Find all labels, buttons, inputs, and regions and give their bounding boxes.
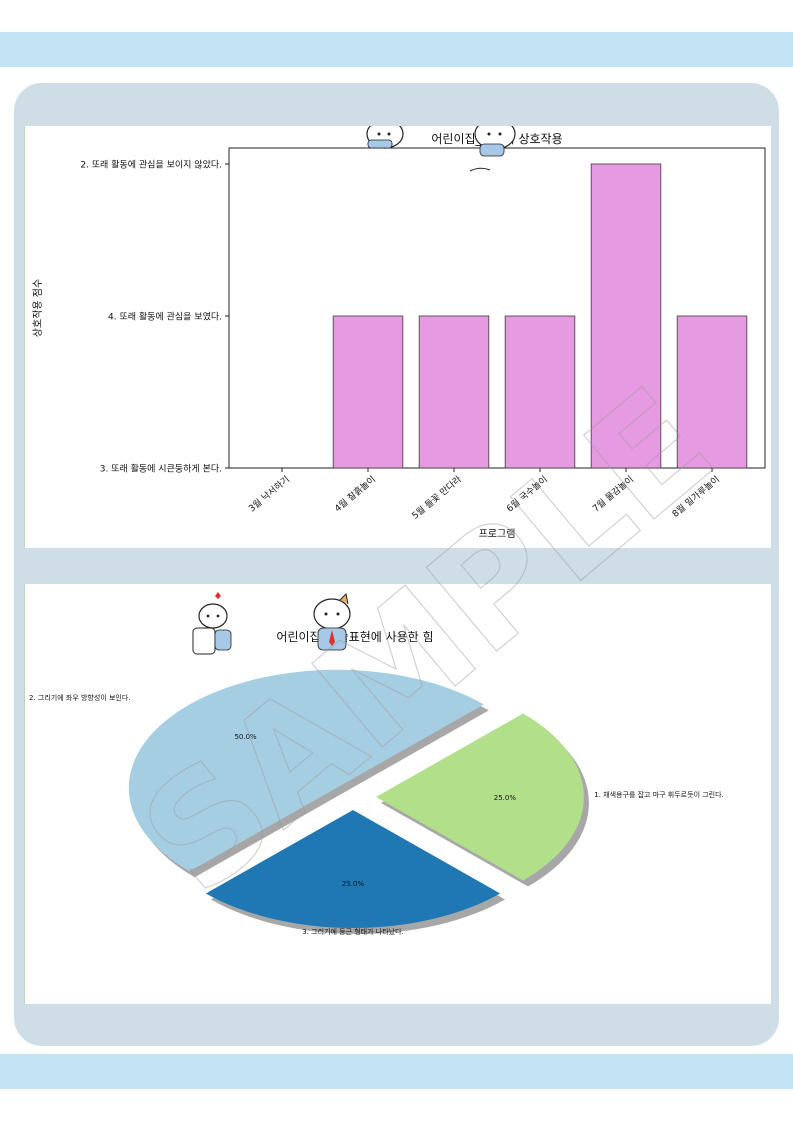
pie-chart: 25.0% 1. 채색용구를 잡고 마구 휘두르듯이 그린다. 25.0% 3. 그리…: [29, 592, 724, 936]
bar: [676, 315, 748, 469]
pie-label: 1. 채색용구를 잡고 마구 휘두르듯이 그린다.: [594, 790, 724, 799]
cat-sticker-icon: [366, 117, 404, 149]
pie-label: 2. 그리기에 좌우 방향성이 보인다.: [29, 693, 131, 702]
y-tick-label: 2. 또래 활동에 관심을 보이지 않았다.: [80, 159, 222, 171]
bar: [418, 315, 490, 469]
cat-sticker-icon: [192, 592, 232, 655]
x-tick-label: 4월 찰흙놀이: [332, 473, 378, 514]
x-tick-label: 6월 국수놀이: [504, 473, 550, 514]
pie-slice: [205, 810, 501, 928]
cat-sticker-icon: [313, 592, 351, 651]
bar: [504, 315, 576, 469]
y-axis-label: 상호작용 점수: [32, 279, 44, 337]
x-tick-label: 3월 낙서하기: [246, 473, 292, 514]
pie-value-label: 25.0%: [494, 794, 517, 802]
pie-chart-container: 25.0% 1. 채색용구를 잡고 마구 휘두르듯이 그린다. 25.0% 3. 그리…: [24, 584, 771, 1004]
x-tick-label: 5월 들꽃 만다라: [409, 473, 464, 522]
y-tick-label: 4. 또래 활동에 관심을 보였다.: [108, 311, 222, 323]
x-axis-label: 프로그램: [479, 528, 516, 540]
bar: [590, 163, 662, 469]
bar-chart: 3. 또래 활동에 시큰둥하게 본다. 4. 또래 활동에 관심을 보였다. 2. …: [32, 112, 766, 540]
pie-value-label: 25.0%: [342, 880, 365, 888]
y-tick-label: 3. 또래 활동에 시큰둥하게 본다.: [100, 463, 222, 475]
bar: [332, 315, 404, 469]
pie-value-label: 50.0%: [234, 733, 257, 741]
bar-chart-container: 3. 또래 활동에 시큰둥하게 본다. 4. 또래 활동에 관심을 보였다. 2. …: [24, 112, 771, 548]
pie-slice: [128, 669, 484, 872]
x-tick-label: 7월 물감놀이: [590, 473, 636, 514]
header-band: [0, 32, 793, 67]
pie-slice: [375, 713, 584, 881]
pie-label: 3. 그리기에 둥근 형태가 나타났다.: [302, 927, 404, 936]
chart-title: 어린이집_미술표현에 사용한 힘: [276, 630, 433, 644]
x-tick-label: 8월 밀가루놀이: [670, 473, 722, 520]
footer-band: [0, 1054, 793, 1089]
